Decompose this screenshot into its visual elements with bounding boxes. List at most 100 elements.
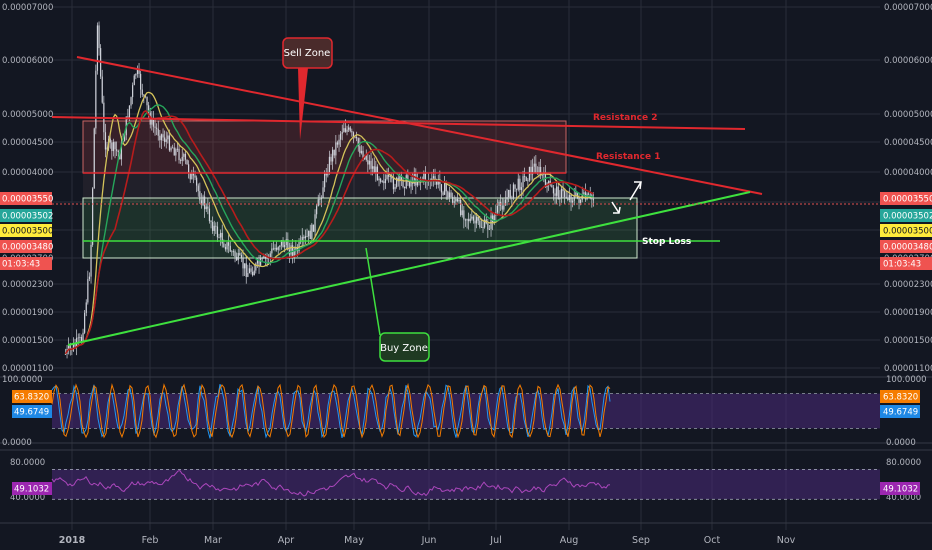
price-tick-label: 0.00001500 [884, 336, 932, 346]
candle-body [276, 247, 278, 250]
rsi-tick-label: 40.0000 [10, 493, 45, 503]
candle-body [263, 256, 265, 258]
time-tick-label: Apr [278, 535, 295, 546]
candle-body [360, 150, 363, 154]
candle-body [498, 201, 500, 206]
candle-body [239, 252, 241, 256]
candle-body [501, 205, 503, 210]
descending-resistance-line[interactable] [76, 56, 763, 195]
candle-body [576, 192, 579, 198]
candle-body [472, 216, 475, 221]
candle-body [146, 96, 148, 106]
candle-body [394, 187, 396, 190]
candle-body [186, 159, 188, 165]
price-tick-label: 0.00002300 [884, 280, 932, 290]
candle-body [452, 197, 454, 203]
rsi-label-tag [880, 482, 920, 495]
candle-body [148, 105, 150, 113]
left-price-axis[interactable]: 0.00007000 0.00006000 0.00005000 0.00004500… [0, 3, 53, 503]
candle-body [133, 75, 135, 86]
rsi-tick-label: 40.0000 [886, 493, 921, 503]
candle-body [199, 191, 201, 201]
candle-body [244, 263, 246, 269]
candle-body [79, 337, 81, 338]
time-tick-label: Sep [632, 535, 650, 546]
candle-body [405, 175, 407, 189]
price-label-tag [0, 209, 52, 222]
stochastic-pane[interactable] [51, 382, 880, 439]
candle-body [234, 251, 236, 257]
candle-body [295, 247, 297, 250]
candle-body [269, 253, 271, 259]
price-label-text: 0.00003500 [2, 227, 53, 237]
candle-body [208, 208, 211, 222]
time-axis[interactable]: 2018 Feb Mar Apr May Jun Jul Aug Sep Oct Nov [59, 535, 796, 546]
candle-body [325, 173, 327, 176]
candle-body [277, 247, 279, 250]
candle-body [152, 119, 155, 127]
candle-body [413, 174, 415, 184]
time-tick-label: Nov [777, 535, 796, 546]
time-tick-label: May [344, 535, 364, 546]
candle-body [458, 200, 460, 202]
candle-body [552, 187, 555, 194]
candle-body [506, 197, 508, 200]
candle-body [487, 223, 489, 230]
candle-body [476, 216, 478, 224]
buy-zone-callout[interactable]: Buy Zone [365, 247, 430, 362]
time-tick-label: Jun [421, 535, 437, 546]
candle-body [168, 135, 171, 151]
ma-mid-line [64, 104, 594, 355]
candle-body [592, 199, 595, 201]
candle-body [440, 184, 443, 193]
candle-body [197, 185, 199, 192]
stoch-label-text: 49.6749 [883, 408, 918, 418]
candle-body [351, 131, 353, 133]
candle-body [256, 259, 259, 264]
candle-body [348, 127, 350, 130]
candle-body [516, 188, 518, 190]
sell-zone-callout[interactable]: Sell Zone [282, 37, 333, 140]
candle-body [128, 105, 131, 119]
price-tick-label: 0.00001100 [2, 364, 53, 374]
price-label-tag [880, 224, 932, 237]
candle-body [389, 176, 391, 177]
price-tick-label: 0.00004000 [884, 168, 932, 178]
candle-body [135, 73, 137, 76]
candle-body [309, 230, 311, 239]
candle-body [194, 175, 196, 178]
candle-body [213, 225, 215, 231]
rsi-label-text: 49.1032 [14, 485, 49, 495]
candle-body [212, 221, 214, 231]
resistance-2-line[interactable] [51, 116, 746, 130]
price-tick-label: 0.00004500 [884, 138, 932, 148]
candle-body [231, 251, 233, 253]
candle-body [511, 197, 513, 199]
candle-body [551, 185, 553, 188]
time-tick-label: Oct [704, 535, 721, 546]
candle-body [252, 271, 254, 276]
candle-body [538, 166, 540, 173]
candle-body [258, 259, 260, 266]
candle-body [117, 150, 119, 153]
rsi-pane[interactable] [51, 469, 880, 500]
right-price-axis[interactable]: 0.00007000 0.00006000 0.00005000 0.00004500… [880, 3, 932, 503]
price-tick-label: 0.00001900 [2, 308, 53, 318]
candle-body [480, 226, 483, 228]
candle-body [226, 242, 228, 250]
stoch-tick-label: 100.0000 [2, 375, 43, 385]
candle-body [562, 188, 564, 192]
candle-body [512, 184, 515, 199]
ascending-support-line[interactable] [67, 191, 751, 346]
candle-body [436, 181, 438, 185]
candle-body [568, 194, 571, 200]
candle-body [410, 180, 412, 187]
candle-body [229, 245, 231, 252]
candle-body [415, 174, 417, 186]
candle-body [192, 173, 195, 176]
candle-body [460, 200, 462, 216]
price-label-tag [880, 192, 932, 205]
candle-body [432, 176, 435, 179]
down-arrow [611, 201, 621, 214]
